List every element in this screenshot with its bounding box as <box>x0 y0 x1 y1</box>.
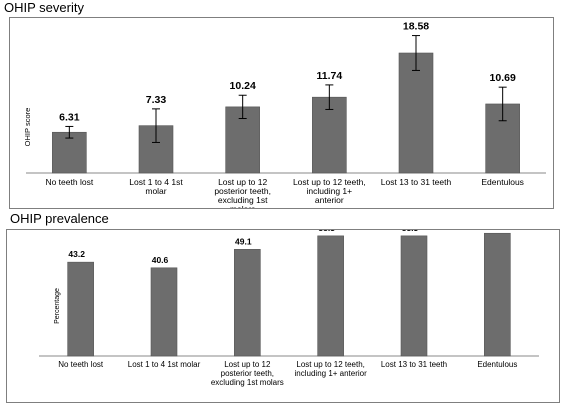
data-label: 18.58 <box>403 21 429 33</box>
severity-chart-panel: OHIP score 6.31 No teeth lost 7.33 Lost 1 to… <box>9 17 554 214</box>
x-tick-label: No teeth lost <box>45 177 93 187</box>
x-tick-label: Lost 1 to 4 1st <box>129 177 183 187</box>
x-tick-label: Lost up to 12 <box>224 360 271 369</box>
prevalence-chart: Percentage 43.2 No teeth lost 40.6 Lost 1 to… <box>39 220 539 387</box>
x-tick-label: including 1+ anterior <box>295 369 368 378</box>
x-tick-label: Lost 13 to 31 teeth <box>381 360 447 369</box>
x-tick-label: Edentulous <box>477 360 517 369</box>
x-tick-label: anterior <box>315 195 344 205</box>
prevalence-chart-title: OHIP prevalence <box>10 211 109 226</box>
x-tick-label: molar <box>145 186 166 196</box>
x-tick-label: posterior teeth, <box>214 186 271 196</box>
x-tick-label: posterior teeth, <box>221 369 274 378</box>
bar <box>67 261 94 357</box>
data-label: 43.2 <box>68 249 85 259</box>
data-label: 40.6 <box>152 255 169 265</box>
y-axis-label: Percentage <box>54 288 61 324</box>
severity-chart: OHIP score 6.31 No teeth lost 7.33 Lost 1 to… <box>23 21 546 214</box>
prevalence-chart-panel: Percentage 43.2 No teeth lost 40.6 Lost 1 to… <box>6 220 560 403</box>
x-tick-label: molars <box>230 204 256 208</box>
data-label: 10.24 <box>230 80 256 92</box>
x-tick-label: Lost 1 to 4 1st molar <box>128 360 201 369</box>
x-tick-label: Lost up to 12 <box>218 177 267 187</box>
x-tick-label: Lost up to 12 teeth, <box>293 177 366 187</box>
bar <box>400 235 428 357</box>
data-label: 55.3 <box>318 230 335 233</box>
bar <box>52 131 87 174</box>
data-label: 55.3 <box>402 230 419 233</box>
data-label: 10.69 <box>490 72 516 84</box>
data-label: 7.33 <box>146 94 167 106</box>
y-axis-label: OHIP score <box>23 108 32 147</box>
severity-chart-title: OHIP severity <box>4 0 84 15</box>
bar <box>484 232 511 357</box>
x-tick-label: Lost up to 12 teeth, <box>296 360 365 369</box>
bar <box>234 249 261 357</box>
bar <box>398 52 434 174</box>
bar <box>150 267 178 357</box>
bar <box>317 235 344 357</box>
x-tick-label: excluding 1st molars <box>211 378 284 387</box>
x-tick-label: including 1+ <box>307 186 353 196</box>
data-label: 11.74 <box>316 70 342 82</box>
x-tick-label: excluding 1st <box>218 195 268 205</box>
bar <box>225 106 260 174</box>
x-tick-label: Edentulous <box>481 177 524 187</box>
x-tick-label: No teeth lost <box>58 360 104 369</box>
data-label: 49.1 <box>235 236 252 246</box>
x-tick-label: Lost 13 to 31 teeth <box>381 177 452 187</box>
data-label: 6.31 <box>59 111 80 123</box>
